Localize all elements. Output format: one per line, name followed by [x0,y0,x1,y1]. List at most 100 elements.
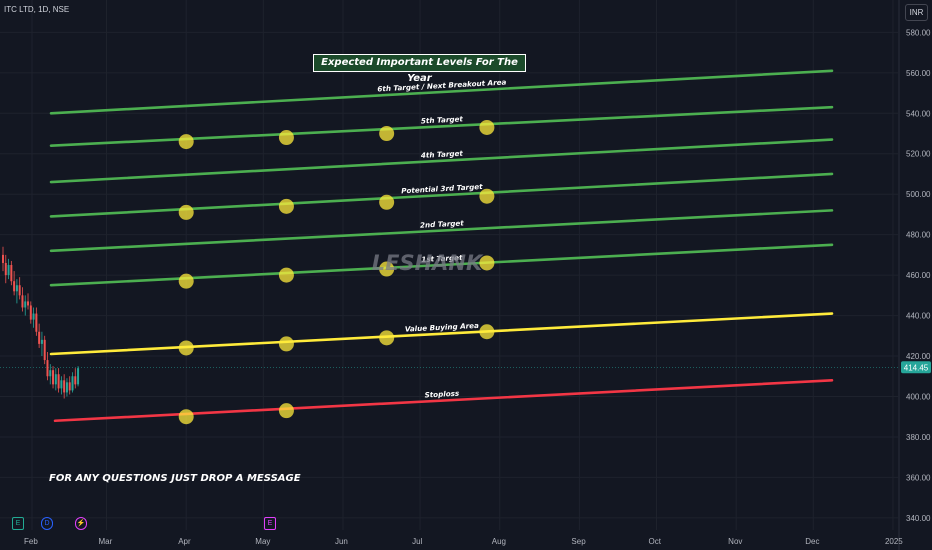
level-marker [479,119,495,135]
level-marker [278,198,294,214]
candle-body [13,281,16,292]
y-tick-label: 500.00 [906,190,931,199]
y-tick-label: 520.00 [906,150,931,159]
candle [10,260,13,286]
y-tick-label: 420.00 [906,352,931,361]
dividend-event-icon[interactable]: D [41,517,53,530]
y-tick-label: 400.00 [906,392,931,401]
level-label: Potential 3rd Target [401,182,483,195]
candle-body [57,374,60,389]
candle [49,364,52,385]
x-tick-label: Sep [571,537,586,546]
candle [24,295,27,316]
candle-body [52,370,55,385]
candle-body [4,262,7,276]
candle [46,351,49,381]
y-tick-label: 440.00 [906,312,931,321]
level-marker [178,340,194,356]
candle-body [40,339,43,344]
candle [7,258,10,280]
footnote-text: FOR ANY QUESTIONS JUST DROP A MESSAGE [49,473,301,484]
candle [71,372,74,393]
currency-button[interactable]: INR [905,4,928,21]
level-markers [178,119,495,425]
candle-body [54,374,57,385]
candle [27,293,30,310]
x-tick-label: Dec [805,537,819,546]
candle [60,376,63,395]
level-marker [479,188,495,204]
candle [43,335,46,365]
candle-body [49,370,52,377]
candle-body [7,265,10,276]
candle-body [15,285,18,292]
level-marker [278,130,294,146]
symbol-title[interactable]: ITC LTD, 1D, NSE [4,5,70,14]
y-tick-label: 540.00 [906,109,931,118]
y-tick-label: 380.00 [906,433,931,442]
level-marker [479,255,495,271]
x-tick-label: Oct [649,537,662,546]
candle-body [10,265,13,282]
candle-body [38,331,41,344]
candle [15,279,18,304]
candle [54,368,57,391]
x-tick-label: Mar [99,537,113,546]
candle [38,323,41,348]
candle-body [27,301,30,306]
y-tick-label: 480.00 [906,231,931,240]
x-tick-label: Nov [728,537,742,546]
level-marker [178,134,194,150]
candle [2,246,4,272]
chart-grid [0,0,900,550]
level-marker [278,336,294,352]
candle [4,254,7,284]
x-tick-label: Jun [335,537,348,546]
candle-body [46,360,49,377]
level-line [49,209,834,253]
candle-body [77,368,80,385]
candle-body [2,254,4,263]
level-marker [178,273,194,289]
level-marker [479,324,495,340]
earnings-event-icon[interactable]: E [12,517,24,530]
level-marker [379,261,395,277]
x-tick-label: Apr [178,537,191,546]
candle [68,376,71,395]
current-price-label: 414.45 [901,361,931,374]
candle [18,277,21,300]
level-marker [178,204,194,220]
candle-body [24,301,27,308]
candle-body [29,305,32,320]
level-marker [379,126,395,142]
watermark: LESHANK [372,251,484,275]
candle-body [65,382,68,393]
level-label: 5th Target [421,114,464,125]
candle-body [71,376,74,391]
candle [63,374,66,399]
candle-body [63,380,66,393]
level-line [49,69,834,115]
candle [13,271,16,296]
level-line [49,138,834,184]
level-marker [379,194,395,210]
y-tick-label: 360.00 [906,473,931,482]
level-marker [178,409,194,425]
x-tick-label: May [255,537,270,546]
candle-body [74,376,77,385]
candle [29,301,32,324]
current-price-text: 414.45 [904,363,929,372]
x-tick-label: Jul [412,537,422,546]
y-tick-label: 560.00 [906,69,931,78]
candle [57,368,60,393]
split-event-icon[interactable]: ⚡ [75,517,87,530]
level-label: 2nd Target [420,218,465,229]
level-marker [278,267,294,283]
candle [52,366,55,389]
level-label: Value Buying Area [405,321,480,334]
level-label: Stoploss [424,389,460,400]
candle [40,331,43,357]
earnings-event-icon[interactable]: E [264,517,276,530]
candle [77,366,80,387]
